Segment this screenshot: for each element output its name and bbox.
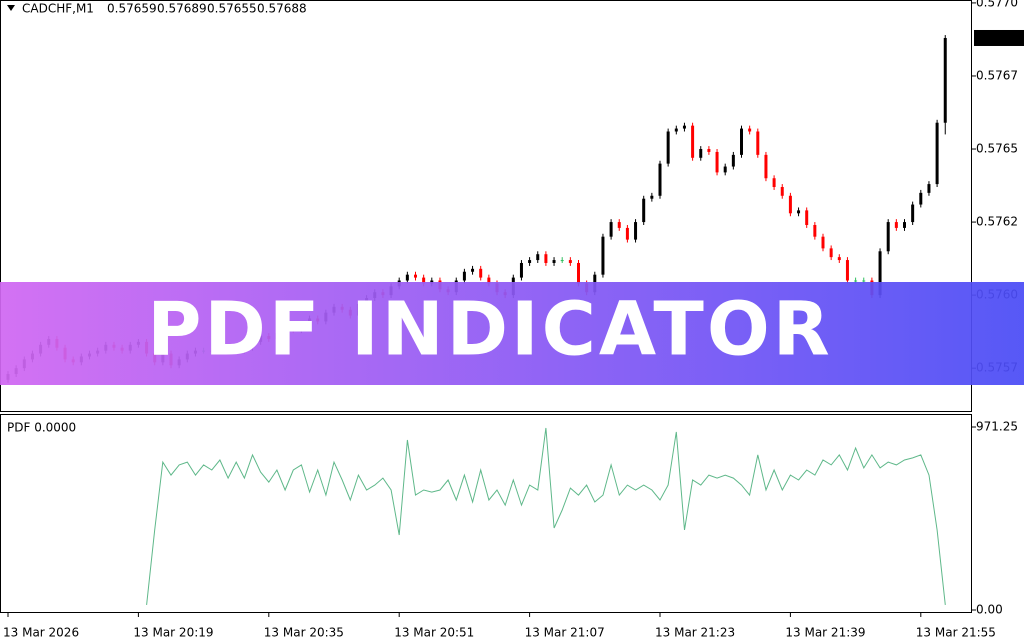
candle-body — [919, 192, 923, 205]
indicator-label: PDF 0.0000 — [7, 421, 76, 435]
candle-body — [560, 260, 564, 262]
candle-body — [405, 274, 409, 281]
candle-body — [788, 195, 792, 214]
candle-body — [601, 236, 605, 275]
candle-body — [772, 178, 776, 188]
x-tick-label: 13 Mar 21:55 — [916, 626, 996, 640]
candle-body — [935, 122, 939, 185]
menu-arrow[interactable] — [7, 5, 15, 11]
candle-body — [658, 163, 662, 196]
y-tick-label: 0.5770 — [976, 0, 1018, 9]
candle-body — [650, 195, 654, 199]
price-label: 0.57688 — [977, 30, 1024, 44]
candle-body — [568, 260, 572, 263]
candle-body — [878, 251, 882, 296]
candle-body — [862, 280, 866, 282]
candle-body — [886, 222, 890, 252]
candle-body — [577, 262, 580, 284]
candle-body — [813, 224, 817, 237]
ohlc-close: 0.57688 — [257, 2, 307, 16]
candle-body — [780, 187, 784, 196]
candle-body — [903, 222, 906, 228]
ohlc-high: 0.57689 — [157, 2, 207, 16]
candle-body — [911, 204, 915, 223]
candle-body — [894, 222, 898, 228]
x-tick-label: 13 Mar 21:07 — [525, 626, 605, 640]
main-panel — [0, 0, 972, 412]
candle-body — [837, 257, 841, 261]
candle-body — [845, 260, 849, 281]
candle-body — [471, 268, 475, 272]
candle-body — [625, 227, 629, 240]
candle-body — [617, 222, 621, 228]
candle-body — [642, 198, 646, 223]
candle-body — [723, 166, 727, 173]
x-tick-label: 13 Mar 20:35 — [264, 626, 344, 640]
x-tick-label: 13 Mar 20:51 — [394, 626, 474, 640]
y-tick-label: 0.5767 — [976, 68, 1018, 82]
candle-body — [740, 128, 743, 155]
candle-body — [821, 236, 825, 249]
candle-body — [927, 184, 931, 193]
y-tick-label: 971.25 — [976, 420, 1018, 434]
candle-body — [414, 274, 417, 278]
candle-body — [519, 262, 523, 278]
candle-body — [674, 128, 678, 132]
symbol: CADCHF,M1 — [22, 2, 94, 16]
candle-body — [462, 271, 466, 281]
candle-body — [528, 260, 532, 263]
candle-body — [544, 254, 548, 263]
ohlc-low: 0.57655 — [207, 2, 257, 16]
candle-body — [487, 277, 491, 284]
candle-body — [748, 128, 752, 132]
x-tick-label: 13 Mar 21:23 — [655, 626, 735, 640]
candle-body — [829, 248, 833, 258]
candle-body — [707, 149, 711, 152]
candle-body — [756, 131, 760, 155]
x-tick-label: 13 Mar 20:19 — [133, 626, 213, 640]
banner-title: PDF INDICATOR — [147, 287, 833, 373]
x-tick-label: 13 Mar 2026 — [3, 626, 79, 640]
candle-body — [699, 149, 703, 158]
candle-body — [943, 37, 947, 123]
candle-body — [731, 154, 735, 167]
indicator-panel — [0, 414, 972, 613]
banner — [0, 282, 1024, 385]
candle-body — [764, 154, 768, 179]
y-tick-label: 0.5762 — [976, 215, 1018, 229]
y-tick-label: 0.5765 — [976, 142, 1018, 156]
candle-body — [536, 254, 540, 261]
y-tick-label: 0.00 — [976, 603, 1003, 617]
candle-body — [715, 151, 719, 173]
candle-body — [430, 280, 434, 284]
candle-body — [691, 125, 695, 158]
x-tick-label: 13 Mar 21:39 — [785, 626, 865, 640]
candle-body — [666, 131, 670, 164]
price-label-box — [974, 29, 1024, 46]
candle-body — [805, 210, 809, 225]
ohlc-open: 0.57659 — [107, 2, 157, 16]
candle-body — [609, 222, 613, 237]
candle-body — [634, 222, 638, 240]
candle-body — [422, 277, 426, 284]
candle-body — [682, 125, 686, 129]
candle-body — [479, 268, 483, 278]
candle-body — [797, 210, 801, 214]
candle-body — [854, 280, 858, 282]
candle-body — [552, 260, 556, 263]
pdf-line — [146, 427, 946, 605]
